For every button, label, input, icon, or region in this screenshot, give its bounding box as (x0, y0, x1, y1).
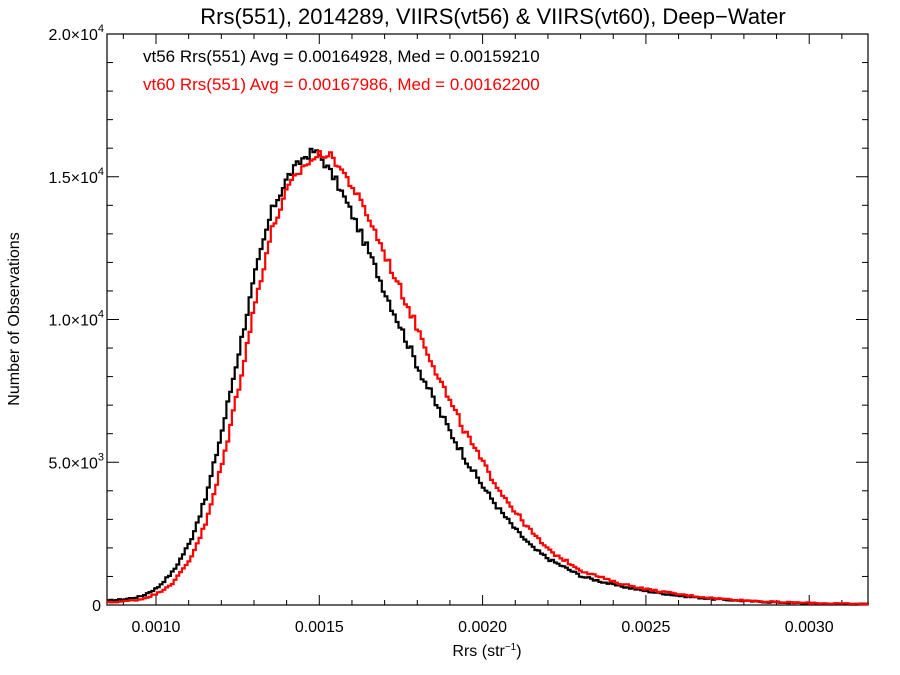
y-tick-label: 2.0×104 (48, 23, 104, 44)
x-axis-label-close: ) (516, 643, 521, 660)
series-layer (107, 147, 869, 606)
y-tick-label-base: 2.0×10 (48, 27, 97, 44)
chart-title: Rrs(551), 2014289, VIIRS(vt56) & VIIRS(v… (200, 4, 785, 29)
y-tick-label-exponent: 4 (98, 309, 104, 321)
x-axis-label-exponent: −1 (505, 642, 517, 653)
y-tick-label: 5.0×103 (48, 451, 104, 472)
series-line-0 (107, 147, 869, 606)
x-tick-label: 0.0025 (621, 619, 670, 636)
y-tick-label-base: 0 (92, 598, 101, 615)
x-axis-label: Rrs (str−1) (452, 642, 521, 660)
y-tick-label-base: 5.0×10 (48, 455, 97, 472)
series-line-1 (107, 150, 869, 606)
y-tick-label-base: 1.5×10 (48, 170, 97, 187)
x-tick-label: 0.0020 (458, 619, 507, 636)
x-tick-label: 0.0010 (132, 619, 181, 636)
y-tick-label-exponent: 3 (98, 451, 104, 463)
annotation-layer: vt56 Rrs(551) Avg = 0.00164928, Med = 0.… (143, 47, 540, 94)
y-axis-label: Number of Observations (6, 232, 23, 405)
x-tick-label: 0.0015 (295, 619, 344, 636)
y-tick-label-base: 1.0×10 (48, 313, 97, 330)
stats-annotation-1: vt60 Rrs(551) Avg = 0.00167986, Med = 0.… (143, 75, 540, 94)
y-tick-label-exponent: 4 (98, 166, 104, 178)
x-tick-label: 0.0030 (785, 619, 834, 636)
y-tick-label: 0 (92, 598, 101, 615)
plot-frame (106, 33, 869, 606)
x-axis-label-text: Rrs (str (452, 643, 505, 660)
y-tick-label-exponent: 4 (98, 23, 104, 35)
stats-annotation-0: vt56 Rrs(551) Avg = 0.00164928, Med = 0.… (143, 47, 540, 66)
y-tick-label: 1.5×104 (48, 166, 104, 187)
x-axis: 0.0010 0.0015 0.0020 0.0025 0.0030 (122, 34, 843, 636)
y-tick-label: 1.0×104 (48, 309, 104, 330)
